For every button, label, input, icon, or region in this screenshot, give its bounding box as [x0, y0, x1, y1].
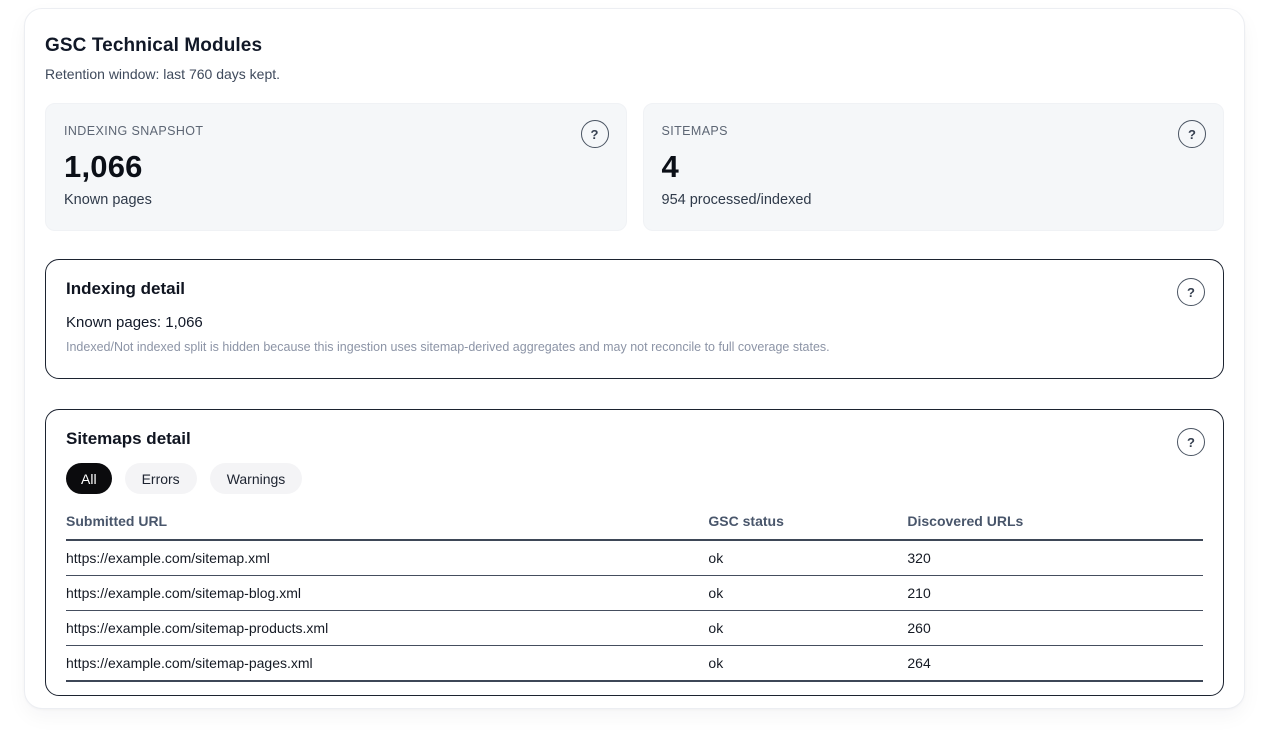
sitemaps-table: Submitted URL GSC status Discovered URLs…: [66, 509, 1203, 682]
cell-submitted-url: https://example.com/sitemap-pages.xml: [66, 645, 709, 682]
cell-discovered-urls: 260: [907, 610, 1203, 646]
cell-gsc-status: ok: [708, 610, 908, 646]
column-header-gsc-status: GSC status: [708, 509, 908, 541]
sitemap-filter-chips: All Errors Warnings: [66, 463, 1203, 494]
indexing-detail-card: Indexing detail Known pages: 1,066 Index…: [45, 259, 1224, 379]
indexing-note: Indexed/Not indexed split is hidden beca…: [66, 340, 830, 354]
cell-discovered-urls: 264: [907, 645, 1203, 682]
table-row: https://example.com/sitemap-blog.xml ok …: [66, 575, 1203, 611]
cell-gsc-status: ok: [708, 540, 908, 576]
help-icon[interactable]: ?: [580, 120, 609, 148]
table-row: https://example.com/sitemap-products.xml…: [66, 610, 1203, 646]
help-icon[interactable]: ?: [1177, 278, 1205, 306]
table-row: https://example.com/sitemap.xml ok 320: [66, 540, 1203, 576]
indexing-detail-title: Indexing detail: [66, 279, 186, 298]
cell-discovered-urls: 320: [907, 540, 1203, 576]
cell-discovered-urls: 210: [907, 575, 1203, 611]
filter-chip-errors[interactable]: Errors: [124, 463, 197, 494]
stat-sublabel: 954 processed/indexed: [661, 192, 812, 208]
known-pages-line: Known pages: 1,066: [66, 314, 203, 331]
filter-chip-warnings[interactable]: Warnings: [209, 463, 303, 494]
stat-card-sitemaps: SITEMAPS 4 954 processed/indexed ?: [642, 103, 1224, 231]
stat-value-sitemaps: 4: [661, 149, 679, 184]
sitemaps-detail-title: Sitemaps detail: [66, 429, 191, 448]
retention-subtitle: Retention window: last 760 days kept.: [45, 66, 281, 82]
help-icon[interactable]: ?: [1177, 428, 1205, 456]
table-row: https://example.com/sitemap-pages.xml ok…: [66, 645, 1203, 682]
gsc-modules-panel: GSC Technical Modules Retention window: …: [24, 8, 1245, 709]
stat-label: SITEMAPS: [661, 124, 728, 138]
cell-gsc-status: ok: [708, 645, 908, 682]
stat-value-known-pages: 1,066: [64, 149, 143, 184]
stat-card-indexing-snapshot: INDEXING SNAPSHOT 1,066 Known pages ?: [45, 103, 627, 231]
cell-submitted-url: https://example.com/sitemap-products.xml: [66, 610, 709, 646]
column-header-submitted-url: Submitted URL: [66, 509, 709, 541]
stat-label: INDEXING SNAPSHOT: [64, 124, 204, 138]
cell-submitted-url: https://example.com/sitemap-blog.xml: [66, 575, 709, 611]
cell-gsc-status: ok: [708, 575, 908, 611]
page-title: GSC Technical Modules: [45, 35, 263, 56]
filter-chip-all[interactable]: All: [66, 463, 112, 494]
table-header-row: Submitted URL GSC status Discovered URLs: [66, 509, 1203, 541]
cell-submitted-url: https://example.com/sitemap.xml: [66, 540, 709, 576]
help-icon[interactable]: ?: [1178, 120, 1206, 148]
column-header-discovered-urls: Discovered URLs: [907, 509, 1203, 541]
stats-row: INDEXING SNAPSHOT 1,066 Known pages ? SI…: [45, 103, 1224, 231]
stat-sublabel: Known pages: [64, 192, 152, 208]
sitemaps-detail-card: Sitemaps detail ? All Errors Warnings Su…: [45, 409, 1224, 696]
